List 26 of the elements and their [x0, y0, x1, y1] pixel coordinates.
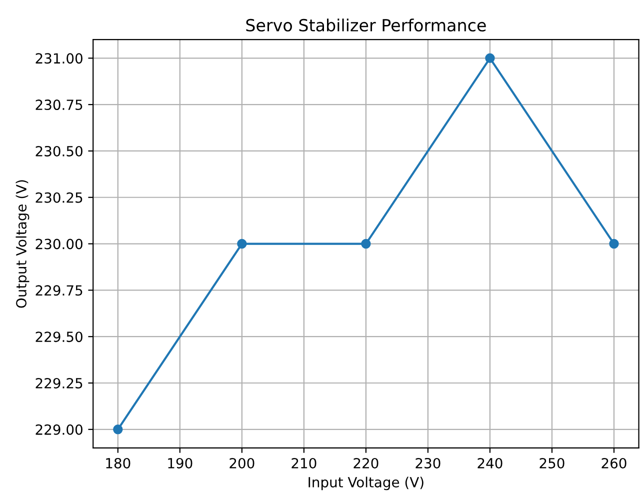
- x-tick-label: 260: [602, 458, 626, 468]
- y-tick-label: 230.00: [36, 238, 82, 250]
- y-tick-label: 229.25: [36, 378, 82, 388]
- x-tick-label: 180: [106, 458, 130, 468]
- y-tick-label: 230.50: [36, 146, 82, 156]
- y-axis-title: Output Voltage (V): [16, 180, 30, 308]
- point: [485, 53, 495, 64]
- y-tick-label: 229.50: [36, 332, 82, 342]
- x-tick-label: 200: [230, 458, 254, 468]
- y-tick-label: 229.00: [36, 424, 82, 435]
- x-tick-label: 230: [416, 458, 440, 468]
- y-tick-label: 229.75: [36, 285, 82, 296]
- point: [609, 238, 619, 249]
- point: [361, 238, 371, 249]
- x-tick-label: 190: [168, 458, 192, 468]
- x-tick-label: 240: [478, 458, 502, 468]
- y-tick-label: 231.00: [36, 53, 82, 64]
- point: [113, 424, 123, 434]
- y-tick-label: 230.75: [36, 100, 82, 110]
- x-tick-label: 210: [292, 458, 316, 468]
- x-tick-label: 250: [540, 458, 564, 468]
- x-tick-label: 220: [354, 458, 378, 468]
- point: [237, 238, 247, 249]
- x-axis-title: Input Voltage (V): [308, 476, 424, 490]
- y-tick-label: 230.25: [36, 192, 82, 203]
- chart-title: Servo Stabilizer Performance: [246, 18, 486, 32]
